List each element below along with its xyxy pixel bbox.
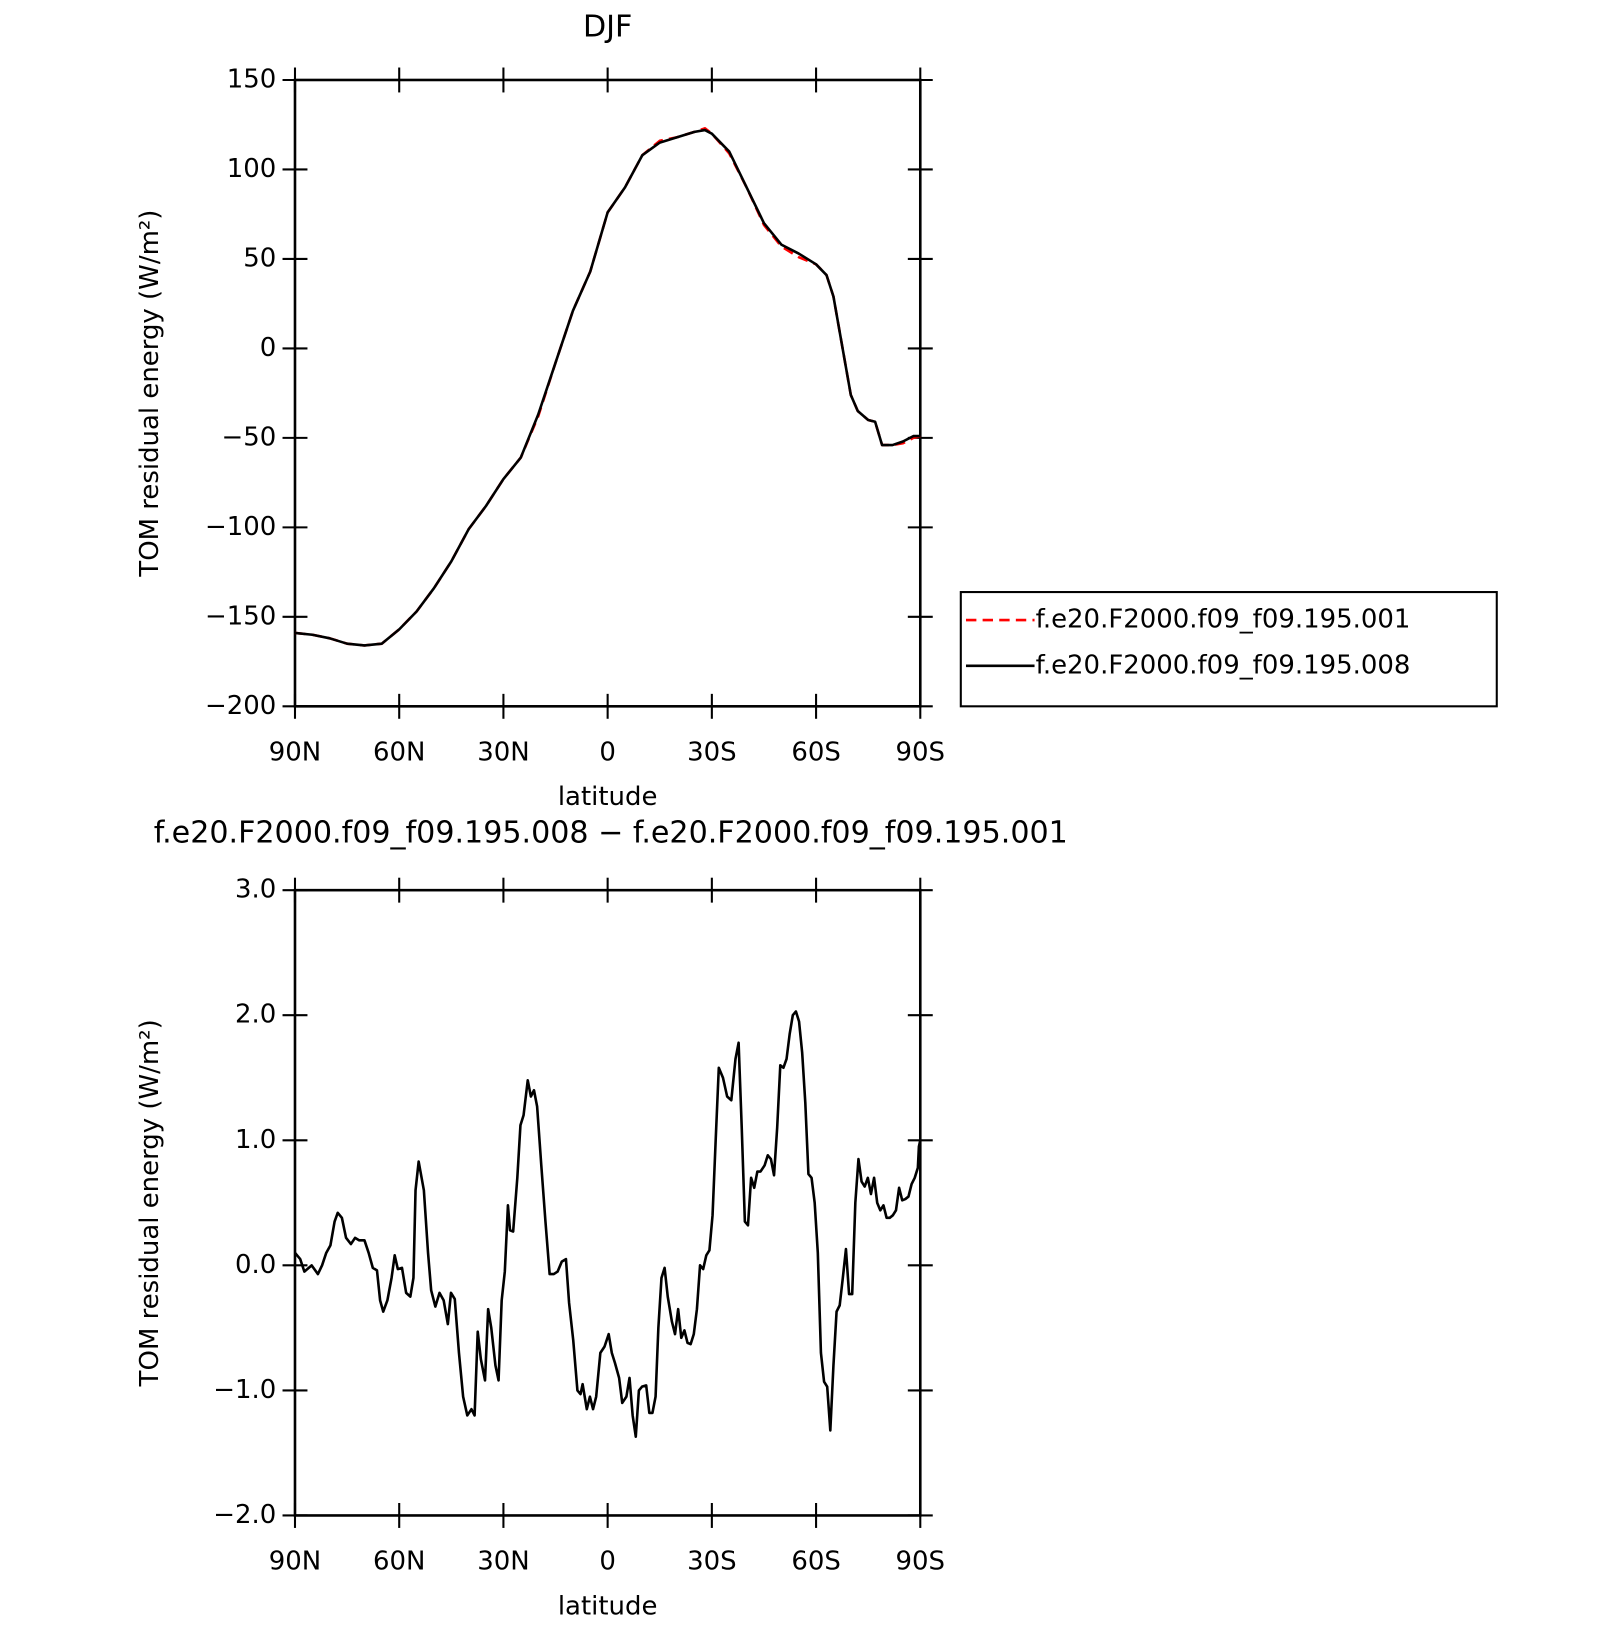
x-tick-label: 30S — [687, 1547, 736, 1577]
plot-frame — [293, 888, 922, 1517]
y-tick-label: −200 — [205, 691, 276, 721]
y-tick-label: 0 — [260, 333, 277, 363]
x-tick-label: 90S — [896, 1547, 946, 1577]
x-tick-label: 30N — [477, 1547, 529, 1577]
x-tick-label: 60S — [791, 738, 841, 768]
x-tick-label: 60S — [791, 1547, 841, 1577]
x-tick-label: 90N — [269, 738, 321, 768]
series-line — [294, 127, 921, 647]
x-axis-label: latitude — [558, 782, 658, 812]
y-tick-label: 100 — [227, 154, 277, 184]
x-tick-label: 0 — [599, 1547, 616, 1577]
plot-frame — [293, 78, 922, 708]
x-tick-label: 60N — [373, 1547, 425, 1577]
x-tick-label: 0 — [599, 738, 616, 768]
y-tick-label: 0.0 — [235, 1250, 276, 1280]
y-tick-label: 2.0 — [235, 1000, 276, 1030]
y-tick-label: 50 — [243, 243, 276, 273]
y-tick-label: 150 — [227, 64, 277, 94]
y-axis-label: TOM residual energy (W/m²) — [135, 1019, 165, 1387]
y-tick-label: −150 — [205, 601, 276, 631]
legend-box — [959, 591, 1498, 708]
y-tick-label: −100 — [205, 512, 276, 542]
x-tick-label: 90N — [269, 1547, 321, 1577]
x-tick-label: 60N — [373, 738, 425, 768]
chart-title: f.e20.F2000.f09_f09.195.008 − f.e20.F200… — [154, 816, 1068, 851]
chart-title: DJF — [583, 10, 632, 45]
y-tick-label: −1.0 — [213, 1375, 276, 1405]
legend-label: f.e20.F2000.f09_f09.195.008 — [1036, 650, 1411, 680]
x-axis-label: latitude — [558, 1591, 658, 1621]
series-line — [294, 128, 921, 647]
x-tick-label: 30N — [477, 738, 529, 768]
x-tick-label: 90S — [896, 738, 946, 768]
y-tick-label: 3.0 — [235, 875, 276, 905]
legend-label: f.e20.F2000.f09_f09.195.001 — [1036, 605, 1411, 635]
y-tick-label: −2.0 — [213, 1500, 276, 1530]
x-tick-label: 30S — [687, 738, 736, 768]
y-tick-label: −50 — [222, 422, 277, 452]
y-axis-label: TOM residual energy (W/m²) — [135, 210, 165, 578]
y-tick-label: 1.0 — [235, 1125, 276, 1155]
stage: DJF −200 −150 −100 −50 0 50 100 150 90N 60N 30N 0 30S… — [135, 10, 1498, 1621]
series-line — [293, 1010, 922, 1438]
